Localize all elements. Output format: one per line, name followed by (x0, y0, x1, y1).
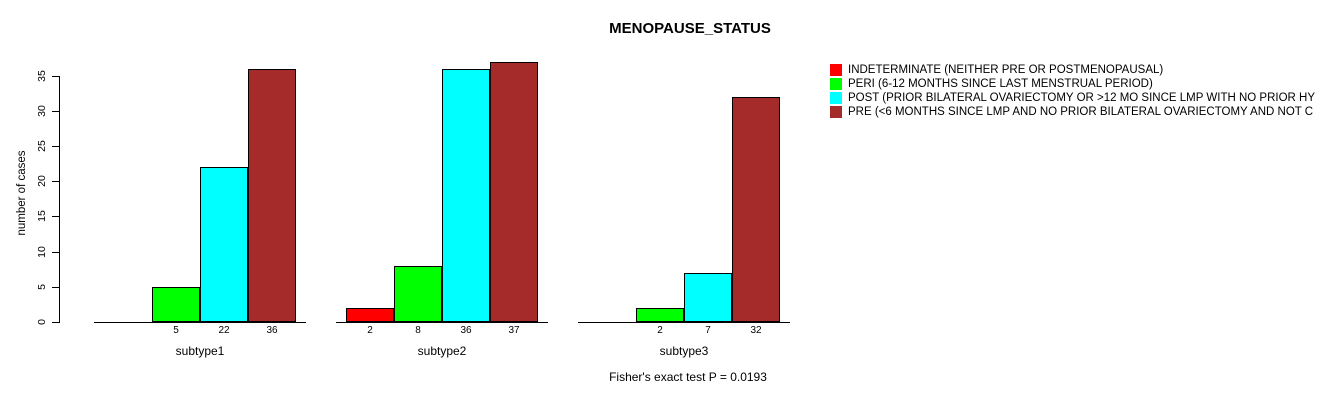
y-axis-tick (52, 146, 59, 147)
bar-post (442, 69, 490, 322)
bar-pre (248, 69, 296, 322)
y-axis-tick-label: 20 (36, 175, 48, 187)
y-axis-tick (52, 111, 59, 112)
bar-pre (732, 97, 780, 322)
group-label-subtype2: subtype2 (417, 344, 467, 358)
legend-item-indeterminate: INDETERMINATE (NEITHER PRE OR POSTMENOPA… (830, 63, 1315, 77)
y-axis-tick-label: 5 (36, 284, 48, 290)
group-label-subtype1: subtype1 (175, 344, 225, 358)
y-axis-tick (52, 252, 59, 253)
legend-label: POST (PRIOR BILATERAL OVARIECTOMY OR >12… (848, 92, 1316, 104)
legend-label: PERI (6-12 MONTHS SINCE LAST MENSTRUAL P… (848, 78, 1153, 90)
legend-swatch-peri (830, 78, 842, 90)
bar-value-labels: 5 22 36 (94, 325, 306, 337)
y-axis-tick (52, 181, 59, 182)
bar-pre (490, 62, 538, 322)
y-axis-line (59, 76, 60, 323)
bar-post (200, 167, 248, 322)
chart-title: MENOPAUSE_STATUS (609, 20, 771, 37)
group-label-subtype3: subtype3 (659, 344, 709, 358)
legend-item-pre: PRE (<6 MONTHS SINCE LMP AND NO PRIOR BI… (830, 105, 1315, 119)
bar-value: 8 (415, 325, 421, 336)
y-axis-tick (52, 216, 59, 217)
legend-item-post: POST (PRIOR BILATERAL OVARIECTOMY OR >12… (830, 91, 1315, 105)
bar-indeterminate (346, 308, 394, 322)
bar-value: 36 (460, 325, 472, 336)
bar-group-subtype2 (336, 57, 548, 323)
legend-swatch-post (830, 92, 842, 104)
bar-value: 7 (705, 325, 711, 336)
bar-value: 37 (508, 325, 520, 336)
y-axis-tick-label: 15 (36, 210, 48, 222)
legend-label: INDETERMINATE (NEITHER PRE OR POSTMENOPA… (848, 64, 1164, 76)
y-axis-label: number of cases (16, 150, 28, 236)
bar-value: 2 (367, 325, 373, 336)
y-axis-tick-label: 0 (36, 319, 48, 325)
bar-peri (152, 287, 200, 322)
bar-value: 2 (657, 325, 663, 336)
bar-post (684, 273, 732, 322)
bar-value: 36 (266, 325, 278, 336)
bar-value-labels: 2 8 36 37 (336, 325, 548, 337)
y-axis-tick (52, 76, 59, 77)
annotation-text: Fisher's exact test P = 0.0193 (609, 370, 767, 384)
y-axis-tick-label: 10 (36, 246, 48, 258)
y-axis-tick-label: 25 (36, 140, 48, 152)
legend-item-peri: PERI (6-12 MONTHS SINCE LAST MENSTRUAL P… (830, 77, 1315, 91)
legend-swatch-pre (830, 106, 842, 118)
legend-label: PRE (<6 MONTHS SINCE LMP AND NO PRIOR BI… (848, 106, 1314, 118)
y-axis-tick (52, 322, 59, 323)
legend: INDETERMINATE (NEITHER PRE OR POSTMENOPA… (830, 63, 1315, 119)
bar-group-subtype1 (94, 57, 306, 323)
y-axis-tick-label: 35 (36, 70, 48, 82)
bar-peri (394, 266, 442, 322)
bar-value: 32 (750, 325, 762, 336)
bar-group-subtype3 (578, 57, 790, 323)
bar-value: 5 (173, 325, 179, 336)
bar-peri (636, 308, 684, 322)
y-axis-tick-label: 30 (36, 105, 48, 117)
legend-swatch-indeterminate (830, 64, 842, 76)
y-axis-tick (52, 287, 59, 288)
bar-value: 22 (218, 325, 230, 336)
bar-value-labels: 2 7 32 (578, 325, 790, 337)
